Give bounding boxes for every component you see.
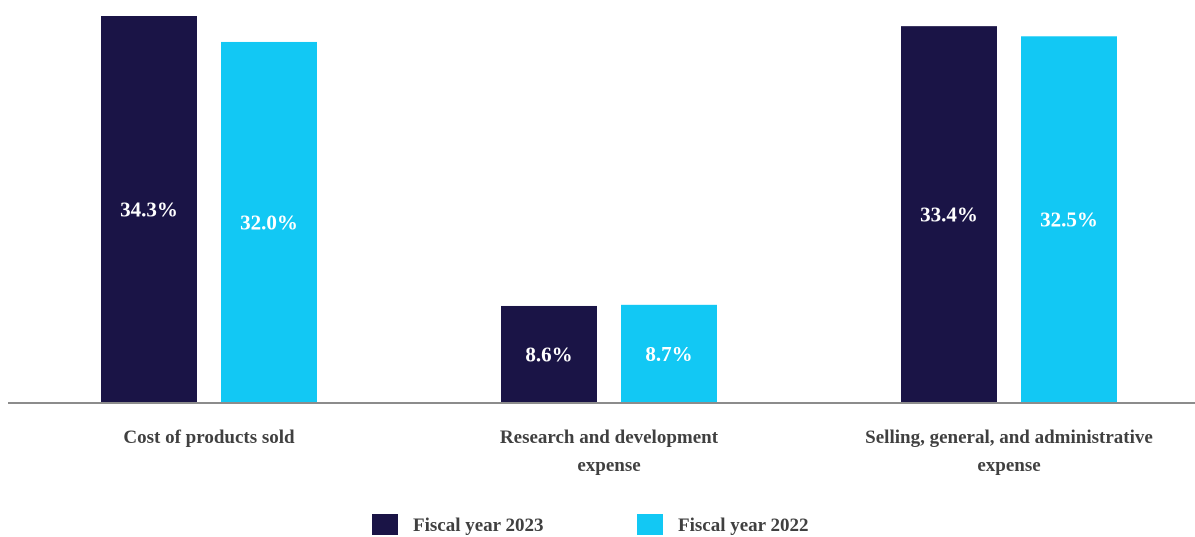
bar-fy2023-1 xyxy=(501,305,597,403)
data-label: 8.6% xyxy=(525,342,572,366)
data-label: 32.0% xyxy=(240,210,298,234)
data-label: 32.5% xyxy=(1040,208,1098,232)
bar-fy2022-0 xyxy=(221,41,317,403)
bar-fy2022-1 xyxy=(621,304,717,403)
category-label: Research and development xyxy=(500,427,719,448)
bar-fy2023-0 xyxy=(101,16,197,403)
bars-group: 34.3% 32.0% 8.6% 8.7% 33.4% 32.5% xyxy=(101,16,1117,404)
legend-swatch xyxy=(372,514,398,535)
data-label: 34.3% xyxy=(120,198,178,222)
data-label: 8.7% xyxy=(645,342,692,366)
category-labels-group: Cost of products sold Research and develo… xyxy=(123,427,1152,476)
bar-fy2022-2 xyxy=(1021,36,1117,404)
legend: Fiscal year 2023 Fiscal year 2022 xyxy=(372,514,809,536)
category-label: expense xyxy=(977,455,1040,476)
legend-label: Fiscal year 2022 xyxy=(678,515,809,536)
category-label: Cost of products sold xyxy=(123,427,295,448)
data-label: 33.4% xyxy=(920,203,978,227)
legend-label: Fiscal year 2023 xyxy=(413,515,544,536)
category-label: Selling, general, and administrative xyxy=(865,427,1153,448)
category-label: expense xyxy=(577,455,640,476)
legend-swatch xyxy=(637,514,663,535)
bar-fy2023-2 xyxy=(901,26,997,404)
